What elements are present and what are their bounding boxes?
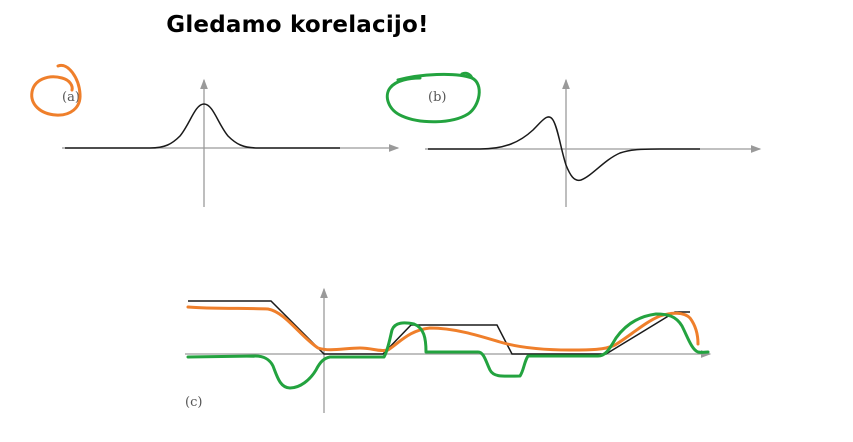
- panel-c: (c): [185, 287, 712, 413]
- panel-c-green-trace: [186, 312, 710, 390]
- slide-title: Gledamo korelacijo!: [166, 12, 429, 38]
- panel-b-label: (b): [428, 90, 446, 105]
- panel-c-label: (c): [185, 395, 202, 410]
- panel-b: (b): [385, 71, 762, 207]
- panel-a: (a): [30, 63, 400, 207]
- panel-c-orange-trace: [186, 305, 700, 353]
- panel-a-peak-curve: [65, 103, 340, 149]
- panel-a-label: (a): [62, 90, 80, 105]
- panel-b-derivative-curve: [428, 116, 700, 182]
- panel-a-orange-circle-annotation: [30, 63, 82, 117]
- panel-b-green-ellipse-annotation: [385, 72, 481, 124]
- panel-c-black-signal: [188, 300, 690, 355]
- panel-b-green-ellipse-tail: [460, 71, 474, 80]
